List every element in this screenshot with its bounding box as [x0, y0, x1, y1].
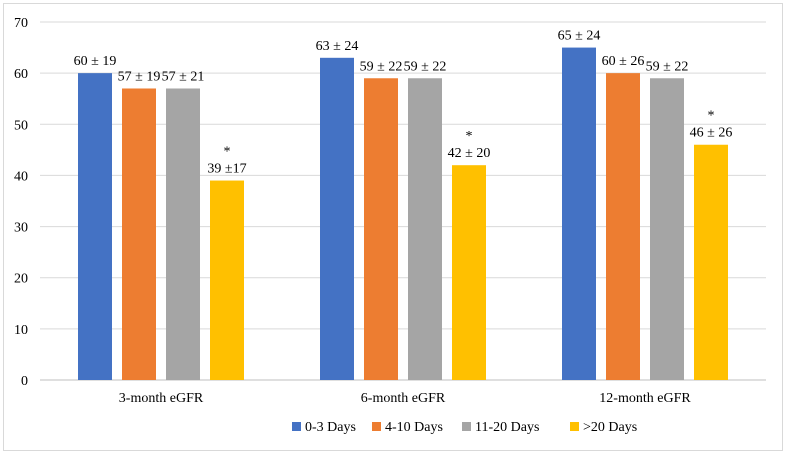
category-labels: 3-month eGFR 6-month eGFR 12-month eGFR — [119, 391, 692, 406]
bar-0-3-days-1 — [78, 73, 112, 381]
data-label: 46 ± 26 — [690, 126, 733, 141]
data-label: 59 ± 22 — [360, 59, 403, 74]
legend-swatch — [462, 422, 471, 431]
y-tick-label: 30 — [14, 221, 28, 236]
legend-swatch — [372, 422, 381, 431]
bar-11-20-days-3 — [650, 78, 684, 380]
significance-marker: * — [708, 109, 715, 124]
bar--20-days-3 — [694, 144, 728, 380]
bar-0-3-days-2 — [320, 57, 354, 381]
data-label: 60 ± 26 — [602, 54, 645, 69]
gridlines — [40, 21, 766, 381]
category-label: 3-month eGFR — [119, 391, 204, 406]
data-label: 65 ± 24 — [558, 29, 601, 44]
data-label: 59 ± 22 — [646, 59, 689, 74]
y-tick-label: 10 — [14, 323, 28, 338]
y-tick-label: 20 — [14, 272, 28, 287]
bars — [78, 47, 728, 381]
legend-label: 4-10 Days — [385, 420, 443, 435]
legend-label: 11-20 Days — [475, 420, 539, 435]
significance-marker: * — [224, 145, 231, 160]
bar-4-10-days-1 — [122, 88, 156, 380]
category-label: 12-month eGFR — [599, 391, 691, 406]
bar--20-days-2 — [452, 165, 486, 380]
category-label: 6-month eGFR — [361, 391, 446, 406]
legend-label: 0-3 Days — [305, 420, 356, 435]
data-label: 39 ±17 — [207, 162, 246, 177]
legend-swatch — [570, 422, 579, 431]
data-label: 60 ± 19 — [74, 54, 117, 69]
y-axis-ticks: 0 10 20 30 40 50 60 70 — [14, 16, 28, 389]
y-tick-label: 0 — [21, 374, 28, 389]
bar-4-10-days-2 — [364, 78, 398, 380]
y-tick-label: 60 — [14, 67, 28, 82]
bar-4-10-days-3 — [606, 73, 640, 381]
y-tick-label: 40 — [14, 169, 28, 184]
significance-marker: * — [466, 129, 473, 144]
legend: 0-3 Days 4-10 Days 11-20 Days >20 Days — [292, 420, 637, 435]
bar-11-20-days-1 — [166, 88, 200, 380]
bar-0-3-days-3 — [562, 47, 596, 380]
bar-11-20-days-2 — [408, 78, 442, 380]
y-tick-label: 70 — [14, 16, 28, 31]
bar--20-days-1 — [210, 180, 244, 380]
y-tick-label: 50 — [14, 118, 28, 133]
data-label: 42 ± 20 — [448, 146, 491, 161]
legend-label: >20 Days — [583, 420, 637, 435]
data-label: 59 ± 22 — [404, 59, 447, 74]
data-label: 57 ± 21 — [162, 69, 205, 84]
data-label: 63 ± 24 — [316, 39, 359, 54]
data-label: 57 ± 19 — [118, 69, 161, 84]
legend-swatch — [292, 422, 301, 431]
